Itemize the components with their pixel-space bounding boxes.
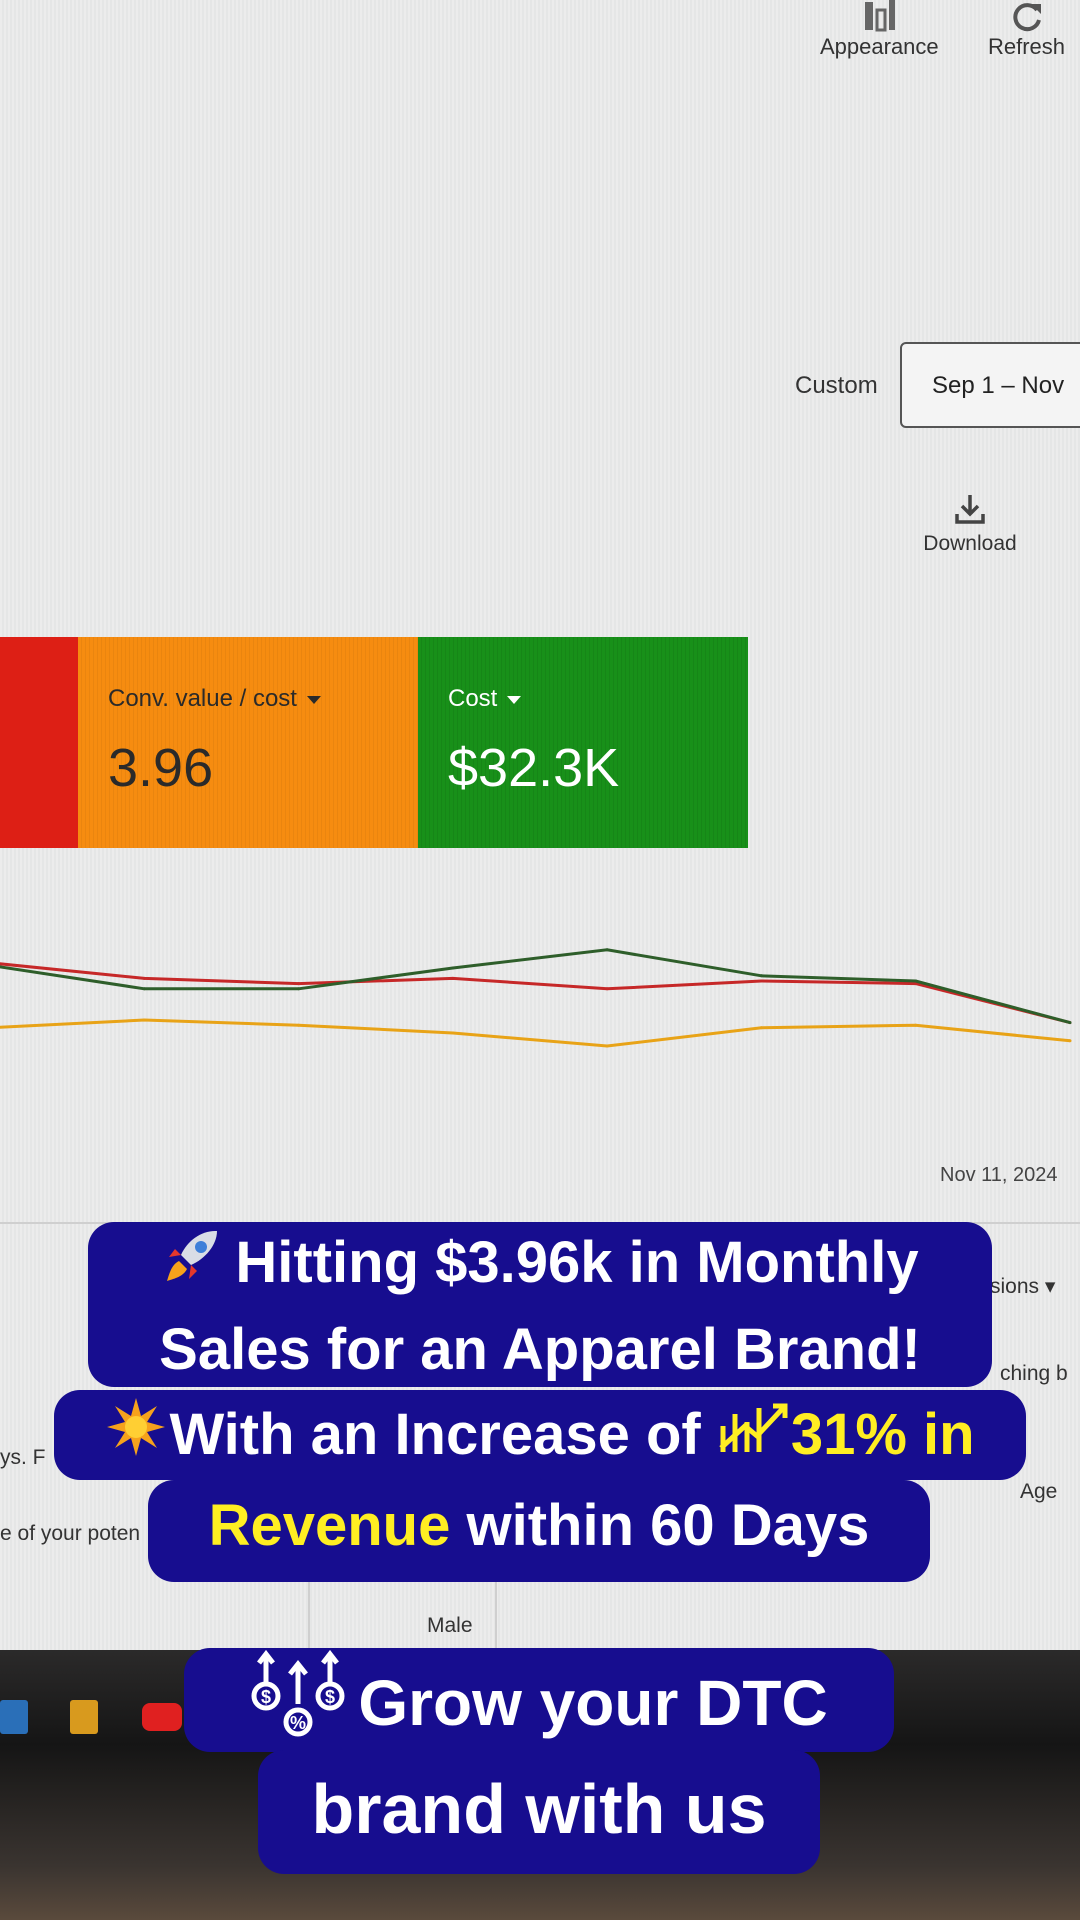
male-label: Male <box>427 1614 473 1637</box>
headline-line-1: Hitting $3.96k in Monthly <box>235 1230 919 1295</box>
scorecard-value: 3.96 <box>108 738 214 798</box>
rocket-icon <box>161 1225 223 1309</box>
chart-point <box>451 1031 455 1035</box>
refresh-button[interactable]: Refresh <box>988 0 1065 60</box>
chart-point <box>914 979 918 983</box>
analytics-icon[interactable] <box>70 1700 98 1734</box>
chart-point <box>297 987 301 991</box>
svg-text:$: $ <box>325 1687 335 1707</box>
chart-point <box>142 1018 146 1022</box>
date-range-picker[interactable]: Sep 1 – Nov <box>900 342 1080 428</box>
appearance-button[interactable]: Appearance <box>820 0 939 60</box>
scorecard-metric-dropdown[interactable]: Conv. value / cost <box>108 685 321 713</box>
youtube-icon[interactable] <box>142 1703 182 1731</box>
scorecard-label: Conv. value / cost <box>108 685 297 712</box>
caret-down-icon <box>507 695 522 704</box>
cta-caption-line-1: $ $% Grow your DTC <box>184 1648 894 1752</box>
chart-point <box>451 966 455 970</box>
download-label: Download <box>923 532 1017 555</box>
caret-down-icon <box>306 695 321 704</box>
scorecard-value: $32.3K <box>448 738 620 798</box>
x-axis-end-label: Nov 11, 2024 <box>940 1164 1058 1186</box>
subheadline-highlight-percent: 31% in <box>790 1402 975 1467</box>
matching-text-fragment: ching b <box>1000 1362 1068 1385</box>
chart-series-line-2 <box>0 948 1071 1025</box>
scorecard-partial[interactable] <box>0 637 80 848</box>
sparkle-star-icon <box>105 1394 167 1484</box>
headline-caption: Hitting $3.96k in Monthly Sales for an A… <box>88 1222 992 1387</box>
chart-point <box>605 948 609 952</box>
app-icon[interactable] <box>0 1700 28 1734</box>
conversions-column-dropdown[interactable]: sions ▾ <box>990 1275 1056 1298</box>
subheadline-caption-line-2: Revenue within 60 Days <box>148 1480 930 1582</box>
chart-point <box>759 974 763 978</box>
subheadline-highlight-revenue: Revenue <box>208 1493 451 1558</box>
table-divider <box>308 1580 310 1650</box>
left-text-fragment-2: e of your poten <box>0 1522 141 1545</box>
refresh-label: Refresh <box>988 34 1066 59</box>
chart-series-line-1 <box>0 962 1071 1025</box>
money-growth-icon: $ $% <box>250 1648 346 1768</box>
chart-point <box>605 987 609 991</box>
date-preset-label: Custom <box>795 372 878 399</box>
chart-point <box>759 979 763 983</box>
download-icon <box>955 495 985 524</box>
chart-point <box>1068 1039 1072 1043</box>
chart-point <box>451 976 455 980</box>
scorecard-cost[interactable]: Cost $32.3K <box>418 637 748 848</box>
svg-text:$: $ <box>261 1687 271 1707</box>
left-text-fragment-1: ys. F <box>0 1446 46 1469</box>
age-label: Age <box>1020 1480 1058 1503</box>
cta-line-2: brand with us <box>311 1770 767 1848</box>
chart-point <box>914 1023 918 1027</box>
cta-caption-line-2: brand with us <box>258 1750 820 1874</box>
table-divider <box>495 1580 497 1650</box>
chart-point <box>605 1044 609 1048</box>
headline-line-2: Sales for an Apparel Brand! <box>159 1316 921 1382</box>
download-button[interactable]: Download <box>910 492 1030 556</box>
chart-point <box>142 987 146 991</box>
chart-point <box>142 976 146 980</box>
bar-chart-icon <box>820 0 939 34</box>
svg-text:%: % <box>290 1713 306 1733</box>
appearance-label: Appearance <box>820 34 939 59</box>
chart-point <box>914 982 918 986</box>
performance-line-chart <box>0 948 1072 1048</box>
chart-increasing-icon <box>717 1394 791 1484</box>
chart-point <box>297 982 301 986</box>
scorecard-metric-dropdown[interactable]: Cost <box>448 685 522 713</box>
subheadline-suffix: within 60 Days <box>450 1493 870 1558</box>
cta-line-1: Grow your DTC <box>358 1666 828 1739</box>
chart-point <box>759 1026 763 1030</box>
scorecard-label: Cost <box>448 685 498 712</box>
refresh-icon <box>988 0 1065 34</box>
date-range-value: Sep 1 – Nov <box>932 372 1065 399</box>
chart-point <box>1068 1021 1072 1025</box>
chart-point <box>297 1023 301 1027</box>
subheadline-prefix: With an Increase of <box>169 1402 717 1467</box>
scorecard-conv-value-cost[interactable]: Conv. value / cost 3.96 <box>78 637 418 848</box>
subheadline-caption-line-1: With an Increase of 31% in <box>54 1390 1026 1480</box>
chart-series-line-3 <box>0 1018 1071 1048</box>
